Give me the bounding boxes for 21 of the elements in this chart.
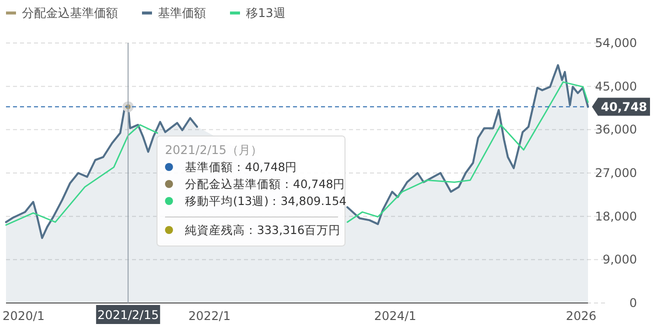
ref-line-label: 2021/2/15 bbox=[97, 308, 159, 322]
legend-label: 基準価額 bbox=[158, 6, 206, 20]
legend-label: 分配金込基準価額 bbox=[22, 6, 118, 20]
y-tick-label: 54,000 bbox=[595, 36, 637, 50]
y-tick-label: 18,000 bbox=[595, 209, 637, 224]
annotation: 純資産残高：333,316百万円 bbox=[185, 223, 341, 237]
annotation: 移動平均(13週)：34,809.154 bbox=[185, 194, 346, 208]
legend-label: 移13週 bbox=[246, 6, 286, 20]
annotation: 基準価額：40,748円 bbox=[185, 160, 298, 174]
y-tick-label: 9,000 bbox=[602, 252, 637, 267]
x-tick-label: 2022/1 bbox=[188, 309, 231, 323]
x-tick-label: 2024/1 bbox=[374, 309, 416, 323]
y-tick-label: 0 bbox=[629, 296, 637, 310]
y-tick-label: 27,000 bbox=[595, 166, 637, 180]
annotation: 分配金込基準価額：40,748円 bbox=[185, 177, 346, 191]
ref-line-label: 40,748 bbox=[600, 100, 648, 114]
annotation: 2021/2/15（月） bbox=[165, 143, 263, 157]
y-tick-label: 45,000 bbox=[595, 79, 637, 94]
x-tick-label: 2020/1 bbox=[2, 309, 45, 323]
x-tick-label: 2026 bbox=[566, 309, 596, 323]
y-tick-label: 36,000 bbox=[595, 122, 637, 137]
